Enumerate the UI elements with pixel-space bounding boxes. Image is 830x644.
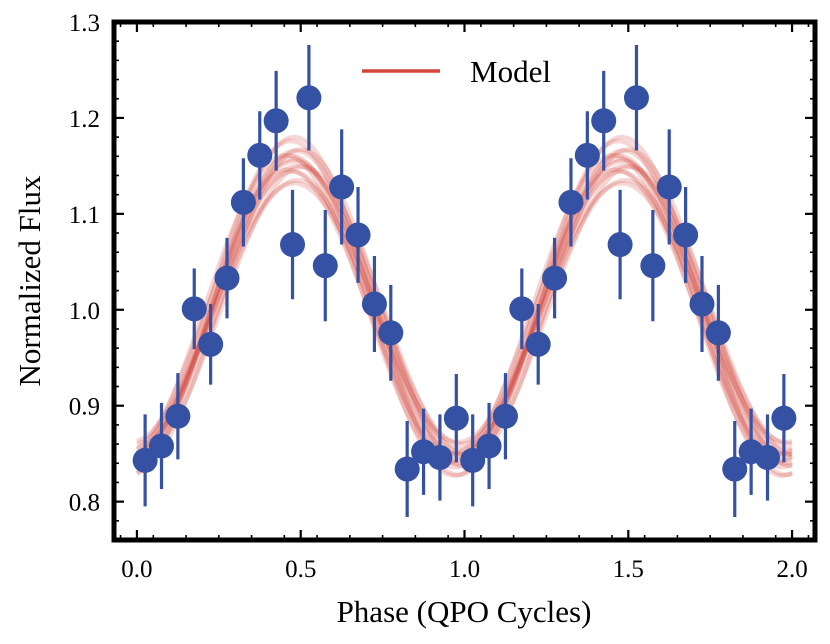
data-point <box>378 320 404 346</box>
legend: Model <box>362 54 551 89</box>
data-point <box>361 291 387 317</box>
data-point <box>542 265 568 291</box>
data-point <box>722 456 748 482</box>
model-sample-curve-8 <box>136 180 793 445</box>
data-point <box>329 174 355 200</box>
data-point <box>247 142 273 168</box>
data-point <box>460 447 486 473</box>
data-point <box>476 433 502 459</box>
data-point <box>148 433 174 459</box>
x-tick-label: 1.5 <box>613 556 644 583</box>
y-tick-label: 1.2 <box>69 106 100 133</box>
data-point <box>181 296 207 322</box>
y-tick-labels: 0.8 0.9 1.0 1.1 1.2 1.3 <box>69 10 100 517</box>
data-point <box>705 320 731 346</box>
x-axis-label: Phase (QPO Cycles) <box>337 594 592 629</box>
data-point <box>623 85 649 111</box>
data-point <box>673 222 699 248</box>
x-tick-label: 2.0 <box>776 556 807 583</box>
data-point <box>132 447 158 473</box>
legend-model-label: Model <box>470 54 551 89</box>
data-point <box>607 232 633 258</box>
y-tick-label: 1.3 <box>69 10 100 37</box>
x-tick-label: 0.5 <box>285 556 316 583</box>
y-tick-label: 1.0 <box>69 298 100 325</box>
data-point <box>296 85 322 111</box>
plot-frame <box>111 19 818 543</box>
data-point <box>198 331 224 357</box>
y-tick-label: 0.9 <box>69 394 100 421</box>
y-tick-label: 0.8 <box>69 490 100 517</box>
data-point <box>345 222 371 248</box>
data-point <box>771 405 797 431</box>
data-point <box>165 403 191 429</box>
data-point <box>427 445 453 471</box>
data-point <box>394 456 420 482</box>
data-point <box>312 253 338 279</box>
data-point <box>558 189 584 215</box>
model-sample-curve-2 <box>136 178 793 452</box>
data-point <box>509 296 535 322</box>
data-point <box>443 405 469 431</box>
data-point <box>689 291 715 317</box>
data-point <box>656 174 682 200</box>
y-tick-label: 1.1 <box>69 202 100 229</box>
data-points <box>132 45 797 517</box>
data-point <box>574 142 600 168</box>
data-point <box>591 108 617 134</box>
data-point <box>263 108 289 134</box>
data-point <box>230 189 256 215</box>
data-point <box>492 403 518 429</box>
x-tick-label: 1.0 <box>449 556 480 583</box>
data-point <box>525 331 551 357</box>
x-tick-labels: 0.0 0.5 1.0 1.5 2.0 <box>121 556 807 583</box>
data-point <box>280 232 306 258</box>
data-point <box>640 253 666 279</box>
data-point <box>755 445 781 471</box>
y-axis-label: Normalized Flux <box>12 175 47 386</box>
x-tick-label: 0.0 <box>121 556 152 583</box>
data-point <box>214 265 240 291</box>
